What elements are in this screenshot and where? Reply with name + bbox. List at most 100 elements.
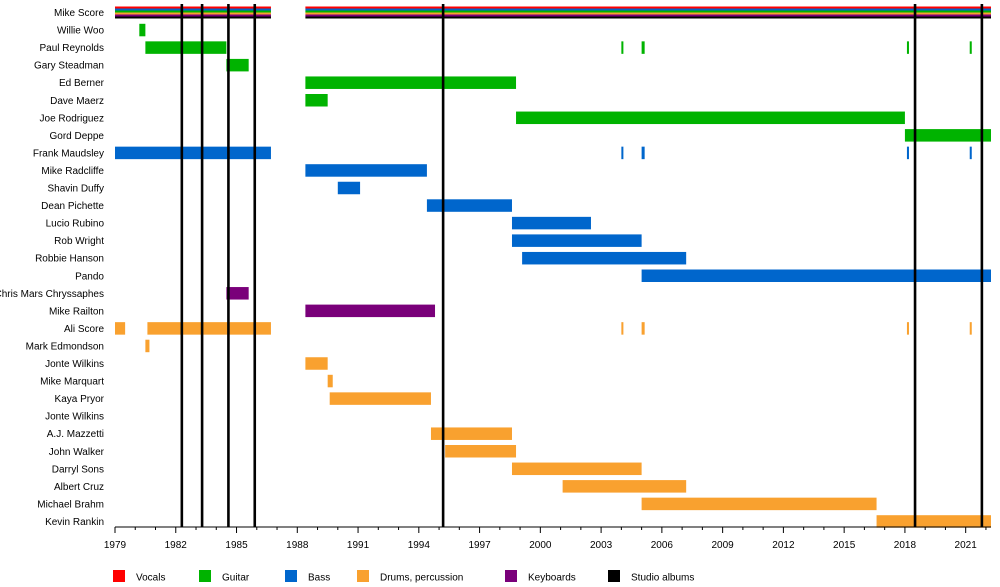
member-bar — [305, 164, 427, 177]
legend-swatch — [357, 570, 369, 582]
x-tick-label: 2018 — [894, 540, 917, 551]
x-tick-label: 2012 — [772, 540, 795, 551]
member-name: Lucio Rubino — [46, 219, 105, 230]
member-name: Frank Maudsley — [33, 148, 104, 159]
member-bar — [115, 146, 271, 160]
member-name: Mike Railton — [49, 306, 104, 317]
x-tick-label: 2003 — [590, 540, 613, 551]
member-bar — [641, 497, 877, 511]
member-names: Mike Score Willie Woo Paul Reynolds Gary St… — [0, 8, 105, 528]
member-bar — [641, 41, 645, 54]
x-tick-label: 2009 — [712, 540, 735, 551]
member-bar — [329, 392, 431, 405]
member-name: Shavin Duffy — [47, 184, 104, 195]
member-name: A.J. Mazzetti — [47, 429, 104, 440]
member-bar — [145, 41, 227, 54]
member-bar — [115, 322, 126, 335]
member-bar — [522, 251, 687, 265]
member-bar — [621, 322, 624, 335]
member-bar-stripe — [305, 14, 991, 17]
member-bar-stripe — [305, 16, 991, 19]
legend-swatch — [113, 570, 125, 582]
x-tick-label: 2021 — [955, 540, 978, 551]
member-bar — [305, 76, 517, 89]
legend-swatch — [199, 570, 211, 582]
member-bar — [139, 23, 146, 37]
member-bar — [516, 111, 905, 125]
member-name: Gary Steadman — [34, 61, 104, 72]
member-bar — [426, 199, 512, 212]
member-name: Albert Cruz — [54, 482, 104, 493]
member-bar — [226, 287, 249, 300]
member-name: Kevin Rankin — [45, 517, 104, 528]
x-tick-label: 1997 — [468, 540, 491, 551]
member-bar — [906, 146, 909, 160]
member-name: Dean Pichette — [41, 201, 104, 212]
member-bar — [906, 41, 909, 54]
member-bar — [641, 322, 645, 335]
x-tick-label: 1988 — [286, 540, 309, 551]
legend: Vocals Guitar Bass Drums, percussion Keyboar… — [113, 570, 694, 584]
member-name: Rob Wright — [54, 236, 104, 247]
member-name: Jonte Wilkins — [45, 412, 104, 423]
member-bar — [621, 41, 624, 54]
member-bar — [305, 94, 328, 107]
member-bar — [305, 304, 436, 318]
legend-label: Bass — [308, 573, 330, 584]
legend-label: Drums, percussion — [380, 573, 463, 584]
member-bar-stripe — [115, 12, 271, 15]
member-bar — [337, 181, 361, 195]
album-lines — [180, 4, 984, 527]
member-name: Jonte Wilkins — [45, 359, 104, 370]
member-name: Michael Brahm — [37, 499, 104, 510]
member-name: Mike Marquart — [40, 377, 104, 388]
member-bar — [904, 129, 991, 142]
member-name: Robbie Hanson — [35, 254, 104, 265]
member-bar-stripe — [115, 14, 271, 17]
member-bar-stripe — [305, 12, 991, 15]
member-bar — [906, 322, 909, 335]
member-bar — [226, 58, 249, 72]
member-name: Chris Mars Chryssaphes — [0, 289, 104, 300]
member-name: Paul Reynolds — [40, 43, 104, 54]
legend-swatch — [285, 570, 297, 582]
legend-label: Vocals — [136, 573, 165, 584]
member-name: Mike Score — [54, 8, 104, 19]
member-name: Joe Rodriguez — [40, 113, 104, 124]
member-bar — [969, 322, 972, 335]
member-name: Ed Berner — [59, 78, 105, 89]
x-tick-label: 1979 — [104, 540, 127, 551]
member-bars — [115, 6, 991, 528]
x-tick-label: 2015 — [833, 540, 856, 551]
member-bar — [641, 269, 991, 282]
member-name: Gord Deppe — [50, 131, 105, 142]
member-bar-stripe — [305, 6, 991, 9]
member-bar — [327, 374, 333, 388]
legend-swatch — [608, 570, 620, 582]
legend-swatch — [505, 570, 517, 582]
x-tick-label: 2006 — [651, 540, 674, 551]
legend-label: Guitar — [222, 573, 250, 584]
x-tick-label: 1994 — [408, 540, 431, 551]
member-bar — [147, 322, 271, 335]
member-name: Mark Edmondson — [26, 341, 104, 352]
member-bar — [511, 234, 642, 247]
member-bar-stripe — [115, 10, 271, 13]
member-bar — [969, 146, 972, 160]
member-bar — [969, 41, 972, 54]
member-name: John Walker — [49, 447, 105, 458]
member-bar — [562, 480, 687, 493]
legend-label: Studio albums — [631, 573, 694, 584]
x-tick-label: 2000 — [529, 540, 552, 551]
member-bar-stripe — [305, 10, 991, 13]
member-bar-stripe — [115, 16, 271, 19]
member-bar — [145, 339, 150, 353]
member-bar-stripe — [305, 8, 991, 11]
legend-label: Keyboards — [528, 573, 576, 584]
member-bar — [305, 357, 328, 370]
member-name: Willie Woo — [57, 26, 104, 37]
member-bar — [511, 462, 642, 476]
x-tick-label: 1982 — [165, 540, 188, 551]
member-bar — [876, 515, 991, 528]
